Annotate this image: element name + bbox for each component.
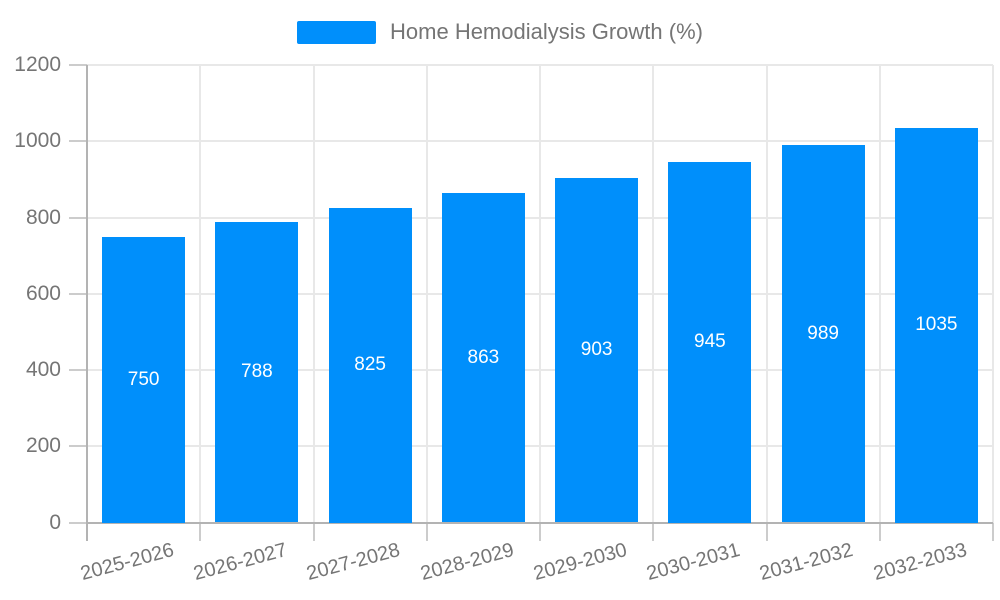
x-axis-tick xyxy=(878,522,881,541)
bar-value-label: 825 xyxy=(354,354,386,376)
legend-swatch-icon xyxy=(297,20,377,44)
bar-value-label: 750 xyxy=(127,368,160,390)
x-gridline xyxy=(199,65,202,523)
x-gridline xyxy=(539,65,541,523)
y-tick-label: 200 xyxy=(25,434,61,458)
bar[interactable] xyxy=(328,207,412,523)
x-tick-label: 2032-2033 xyxy=(870,538,970,585)
y-tick-label: 0 xyxy=(49,510,61,534)
y-tick-label: 600 xyxy=(25,281,61,305)
y-axis-tick xyxy=(69,292,87,295)
x-gridline xyxy=(878,65,881,523)
x-tick-label: 2030-2031 xyxy=(644,538,743,585)
x-gridline xyxy=(312,65,315,523)
x-axis-tick xyxy=(992,522,994,541)
legend[interactable]: Home Hemodialysis Growth (%) xyxy=(0,16,1000,48)
legend-label: Home Hemodialysis Growth (%) xyxy=(390,19,703,44)
bar[interactable] xyxy=(781,145,865,523)
bar[interactable] xyxy=(441,193,525,523)
x-axis-tick xyxy=(425,522,428,541)
y-axis-tick xyxy=(69,369,87,371)
x-gridline xyxy=(652,65,655,523)
bar-value-label: 863 xyxy=(467,346,500,368)
x-axis-tick xyxy=(765,522,768,541)
x-gridline xyxy=(765,65,768,523)
x-gridline xyxy=(425,65,428,523)
x-axis-tick xyxy=(199,522,202,541)
x-tick-label: 2028-2029 xyxy=(417,538,517,585)
y-axis-tick xyxy=(69,521,87,524)
y-tick-label: 1000 xyxy=(14,129,61,153)
bar-value-label: 989 xyxy=(807,322,839,344)
x-tick-label: 2027-2028 xyxy=(304,538,403,585)
y-tick-label: 1200 xyxy=(14,53,61,76)
bar-value-label: 903 xyxy=(580,339,613,361)
x-axis-tick xyxy=(312,522,315,541)
bar[interactable] xyxy=(215,222,299,523)
x-gridline xyxy=(992,65,994,523)
y-axis-line xyxy=(86,65,88,541)
x-axis-tick xyxy=(652,522,655,541)
bar[interactable] xyxy=(894,127,978,523)
x-tick-label: 2031-2032 xyxy=(757,538,856,585)
x-tick-label: 2026-2027 xyxy=(191,538,290,585)
bar-value-label: 945 xyxy=(694,331,726,353)
bar-value-label: 1035 xyxy=(915,314,958,336)
x-tick-label: 2029-2030 xyxy=(531,538,630,585)
x-axis-line xyxy=(87,521,993,524)
x-tick-label: 2025-2026 xyxy=(78,538,177,585)
bar-value-label: 788 xyxy=(241,361,273,383)
y-axis-tick xyxy=(69,216,87,219)
x-axis-tick xyxy=(539,522,541,541)
y-axis-tick xyxy=(69,140,87,143)
y-axis-tick xyxy=(69,445,87,448)
bar[interactable] xyxy=(102,236,186,523)
bar[interactable] xyxy=(555,178,639,523)
bar[interactable] xyxy=(668,162,752,523)
y-tick-label: 400 xyxy=(25,358,61,381)
y-axis-tick xyxy=(69,64,87,66)
y-tick-label: 800 xyxy=(25,205,61,229)
